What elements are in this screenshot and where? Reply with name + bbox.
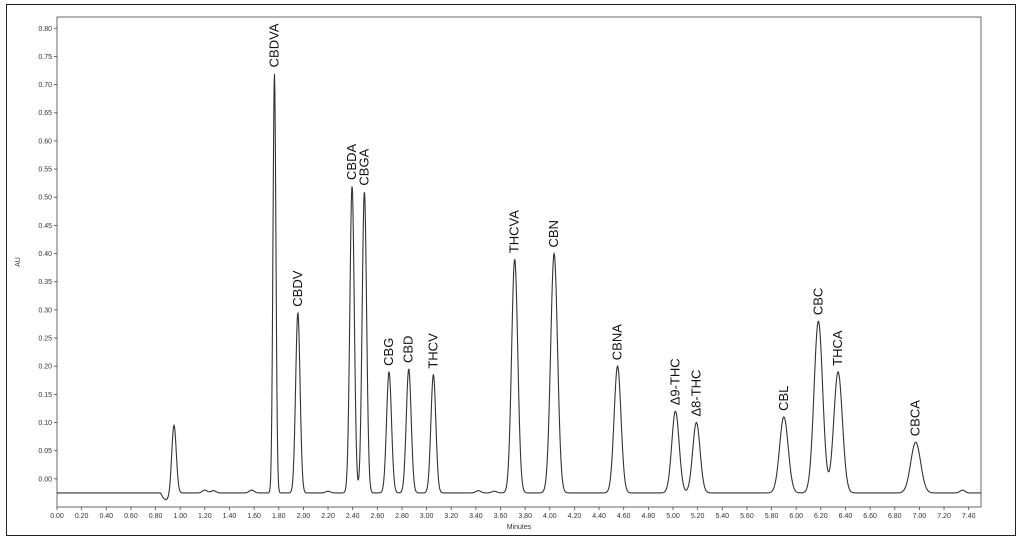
peak-label: THCV [425, 333, 440, 369]
peak-label: THCVA [507, 210, 522, 253]
x-tick-label: 7.40 [962, 513, 976, 520]
x-tick-label: 3.60 [494, 513, 508, 520]
y-tick-label: 0.30 [38, 307, 52, 314]
y-tick-label: 0.60 [38, 138, 52, 145]
y-tick-label: 0.20 [38, 364, 52, 371]
peak-label: THCA [830, 330, 845, 366]
x-tick-label: 3.80 [518, 513, 532, 520]
y-tick-label: 0.80 [38, 26, 52, 33]
peak-label: CBDV [290, 270, 305, 306]
peak-label: CBDVA [266, 23, 281, 67]
x-tick-label: 0.00 [50, 513, 64, 520]
x-tick-label: 0.20 [75, 513, 89, 520]
peak-label: CBGA [356, 148, 371, 185]
x-tick-label: 5.20 [691, 513, 705, 520]
y-tick-label: 0.15 [38, 392, 52, 399]
x-tick-label: 1.60 [247, 513, 261, 520]
y-tick-label: 0.40 [38, 251, 52, 258]
y-axis-label: AU [15, 257, 22, 267]
x-tick-label: 1.00 [173, 513, 187, 520]
x-tick-label: 4.80 [642, 513, 656, 520]
peak-label: CBL [776, 386, 791, 411]
y-tick-label: 0.00 [38, 476, 52, 483]
x-tick-label: 6.00 [789, 513, 803, 520]
y-tick-label: 0.65 [38, 110, 52, 117]
peak-label: CBDA [344, 144, 359, 180]
peak-label: CBCA [908, 400, 923, 436]
x-tick-label: 3.40 [469, 513, 483, 520]
peak-label: Δ8-THC [688, 370, 703, 417]
y-tick-label: 0.35 [38, 279, 52, 286]
peak-label: CBN [546, 220, 561, 247]
x-tick-label: 2.00 [297, 513, 311, 520]
y-tick-label: 0.75 [38, 54, 52, 61]
y-tick-label: 0.55 [38, 167, 52, 174]
x-tick-label: 0.40 [99, 513, 113, 520]
peak-label: CBC [810, 288, 825, 315]
y-tick-label: 0.05 [38, 448, 52, 455]
x-tick-label: 6.20 [814, 513, 828, 520]
x-tick-label: 0.60 [124, 513, 138, 520]
y-tick-label: 0.10 [38, 420, 52, 427]
y-tick-label: 0.70 [38, 82, 52, 89]
x-tick-label: 5.60 [740, 513, 754, 520]
peak-label: Δ9-THC [667, 358, 682, 405]
peak-label: CBNA [610, 324, 625, 360]
x-tick-label: 1.20 [198, 513, 212, 520]
plot-area [56, 16, 982, 508]
chart-frame [6, 4, 1016, 536]
x-tick-label: 5.40 [715, 513, 729, 520]
x-tick-label: 4.40 [592, 513, 606, 520]
x-tick-label: 6.40 [839, 513, 853, 520]
x-tick-label: 2.80 [395, 513, 409, 520]
x-tick-label: 2.40 [346, 513, 360, 520]
y-tick-label: 0.45 [38, 223, 52, 230]
x-tick-label: 6.80 [888, 513, 902, 520]
peak-label: CBG [381, 338, 396, 366]
x-tick-label: 5.00 [666, 513, 680, 520]
x-tick-label: 3.20 [444, 513, 458, 520]
y-tick-label: 0.25 [38, 336, 52, 343]
x-tick-label: 1.40 [223, 513, 237, 520]
x-tick-label: 7.20 [937, 513, 951, 520]
peak-label: CBD [401, 336, 416, 363]
x-tick-label: 3.00 [420, 513, 434, 520]
x-tick-label: 2.60 [371, 513, 385, 520]
x-tick-label: 7.00 [913, 513, 927, 520]
y-axis: 0.00 0.05 0.10 0.15 0.20 0.25 0.30 0.35 0.40 0.45… [38, 26, 57, 483]
x-tick-label: 2.20 [321, 513, 335, 520]
x-tick-label: 0.80 [149, 513, 163, 520]
y-tick-label: 0.50 [38, 195, 52, 202]
x-axis: 0.00 0.20 0.40 0.60 0.80 1.00 1.20 1.40 1.60 1.80… [50, 507, 976, 520]
chromatogram-trace [57, 73, 981, 501]
x-axis-label: Minutes [507, 524, 532, 531]
x-tick-label: 1.80 [272, 513, 286, 520]
x-tick-label: 6.60 [863, 513, 877, 520]
x-tick-label: 4.00 [543, 513, 557, 520]
x-tick-label: 4.60 [617, 513, 631, 520]
x-tick-label: 5.80 [765, 513, 779, 520]
x-tick-label: 4.20 [568, 513, 582, 520]
